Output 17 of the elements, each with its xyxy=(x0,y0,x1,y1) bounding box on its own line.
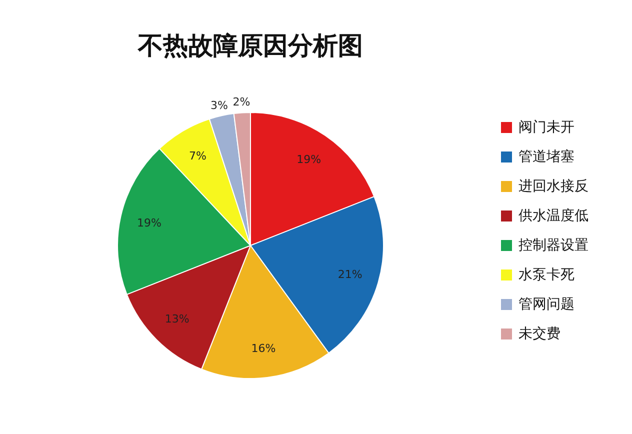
data-label: 19% xyxy=(296,153,322,166)
data-label: 13% xyxy=(164,312,190,326)
legend-label: 管网问题 xyxy=(518,296,574,312)
data-label: 7% xyxy=(188,150,206,163)
legend-label: 阀门未开 xyxy=(518,120,574,136)
data-label: 3% xyxy=(210,98,228,112)
legend-label: 管道堵塞 xyxy=(518,149,574,165)
legend-label: 控制器设置 xyxy=(518,238,588,254)
data-label: 16% xyxy=(251,342,276,355)
data-label: 2% xyxy=(232,96,250,109)
legend-label: 水泵卡死 xyxy=(518,267,574,283)
legend-label: 未交费 xyxy=(518,326,560,342)
chart-title: 不热故障原因分析图 xyxy=(137,31,363,60)
legend-label: 供水温度低 xyxy=(518,208,588,224)
legend-label: 进回水接反 xyxy=(518,178,588,194)
data-label: 21% xyxy=(338,268,362,281)
data-label: 19% xyxy=(137,216,162,230)
